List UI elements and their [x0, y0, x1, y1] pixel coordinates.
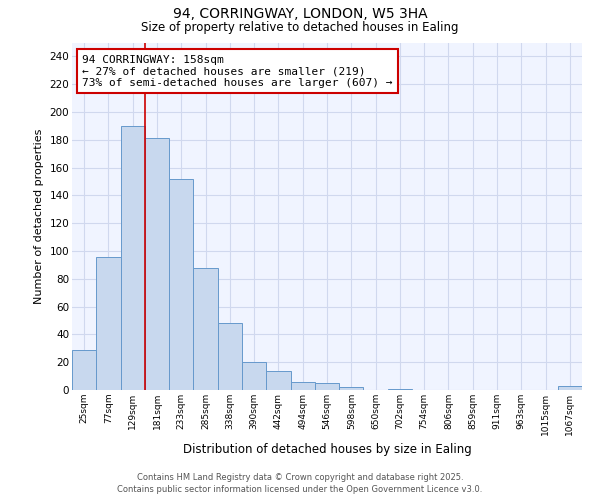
Text: 94, CORRINGWAY, LONDON, W5 3HA: 94, CORRINGWAY, LONDON, W5 3HA: [173, 8, 427, 22]
Bar: [145, 138, 169, 390]
Bar: [96, 256, 121, 390]
Text: Contains HM Land Registry data © Crown copyright and database right 2025.
Contai: Contains HM Land Registry data © Crown c…: [118, 472, 482, 494]
Bar: [315, 383, 339, 390]
Bar: [242, 362, 266, 390]
Y-axis label: Number of detached properties: Number of detached properties: [34, 128, 44, 304]
Text: 94 CORRINGWAY: 158sqm
← 27% of detached houses are smaller (219)
73% of semi-det: 94 CORRINGWAY: 158sqm ← 27% of detached …: [82, 54, 392, 88]
Text: Size of property relative to detached houses in Ealing: Size of property relative to detached ho…: [141, 21, 459, 34]
X-axis label: Distribution of detached houses by size in Ealing: Distribution of detached houses by size …: [182, 443, 472, 456]
Bar: [290, 382, 315, 390]
Bar: [72, 350, 96, 390]
Bar: [266, 370, 290, 390]
Bar: [218, 324, 242, 390]
Bar: [339, 387, 364, 390]
Bar: [193, 268, 218, 390]
Bar: [388, 388, 412, 390]
Bar: [121, 126, 145, 390]
Bar: [558, 386, 582, 390]
Bar: [169, 178, 193, 390]
